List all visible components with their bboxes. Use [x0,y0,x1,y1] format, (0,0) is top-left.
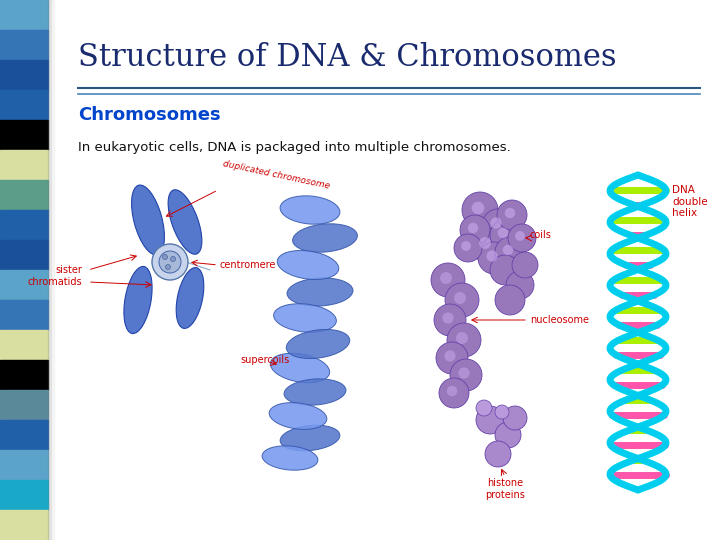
Ellipse shape [168,190,202,254]
Ellipse shape [269,403,327,429]
Ellipse shape [287,329,350,359]
Ellipse shape [495,237,525,267]
Ellipse shape [498,228,508,238]
Ellipse shape [505,208,516,218]
Text: DNA
double
helix: DNA double helix [672,185,708,218]
Ellipse shape [460,215,490,245]
Bar [0,270,48,300]
Bar [0,390,48,420]
Ellipse shape [444,350,456,362]
Ellipse shape [461,241,471,251]
Text: coils: coils [530,230,552,240]
Text: Chromosomes: Chromosomes [78,106,220,124]
Ellipse shape [497,200,527,230]
Ellipse shape [166,265,171,269]
Bar [0,510,48,540]
Ellipse shape [503,245,513,255]
Ellipse shape [442,313,454,323]
Ellipse shape [445,283,479,317]
Ellipse shape [495,285,525,315]
Ellipse shape [479,237,491,249]
Text: supercoils: supercoils [240,355,289,365]
Ellipse shape [454,234,482,262]
Ellipse shape [262,446,318,470]
Text: histone
proteins: histone proteins [485,478,525,500]
Ellipse shape [462,192,498,228]
Ellipse shape [503,406,527,430]
Ellipse shape [447,323,481,357]
Ellipse shape [456,332,468,344]
Ellipse shape [431,263,465,297]
Ellipse shape [171,256,176,261]
Ellipse shape [472,202,485,214]
Ellipse shape [124,266,152,334]
Ellipse shape [508,224,536,252]
Bar [0,360,48,390]
Ellipse shape [490,220,520,250]
Ellipse shape [490,218,502,228]
Ellipse shape [287,278,353,306]
Bar [0,90,48,120]
Ellipse shape [454,292,466,304]
Ellipse shape [470,228,504,262]
Ellipse shape [277,251,339,280]
Text: Structure of DNA & Chromosomes: Structure of DNA & Chromosomes [78,43,616,73]
Ellipse shape [270,353,330,383]
Ellipse shape [152,244,188,280]
Text: sister
chromatids: sister chromatids [27,265,82,287]
Text: In eukaryotic cells, DNA is packaged into multiple chromosomes.: In eukaryotic cells, DNA is packaged int… [78,141,510,154]
Bar [0,300,48,330]
Ellipse shape [280,196,340,224]
Bar [48,0,54,540]
Ellipse shape [436,342,468,374]
Bar [0,480,48,510]
Ellipse shape [487,251,498,261]
Bar [0,240,48,270]
Ellipse shape [478,242,510,274]
Ellipse shape [476,400,492,416]
Bar [48,0,51,540]
Ellipse shape [284,379,346,405]
Text: nucleosome: nucleosome [530,315,589,325]
Ellipse shape [515,231,525,241]
Ellipse shape [176,267,204,328]
Ellipse shape [495,422,521,448]
Bar [0,210,48,240]
Bar [0,330,48,360]
Ellipse shape [512,252,538,278]
Ellipse shape [434,304,466,336]
Ellipse shape [292,224,357,252]
Ellipse shape [440,272,452,284]
Bar [0,450,48,480]
Ellipse shape [495,405,509,419]
Bar [0,60,48,90]
Ellipse shape [476,406,504,434]
Bar [0,420,48,450]
Bar [0,120,48,150]
Bar [0,30,48,60]
Ellipse shape [485,441,511,467]
Ellipse shape [274,303,336,332]
Ellipse shape [280,425,340,451]
Ellipse shape [482,209,514,241]
Ellipse shape [450,359,482,391]
Ellipse shape [506,271,534,299]
Bar [0,0,48,30]
Ellipse shape [490,255,520,285]
Text: centromere: centromere [220,260,276,270]
Ellipse shape [468,222,478,233]
Ellipse shape [159,251,181,273]
Text: duplicated chromosome: duplicated chromosome [222,159,330,191]
Ellipse shape [446,386,457,396]
Bar [0,150,48,180]
Ellipse shape [439,378,469,408]
Ellipse shape [459,367,469,379]
Ellipse shape [163,254,168,260]
Ellipse shape [132,185,164,255]
Bar [0,180,48,210]
